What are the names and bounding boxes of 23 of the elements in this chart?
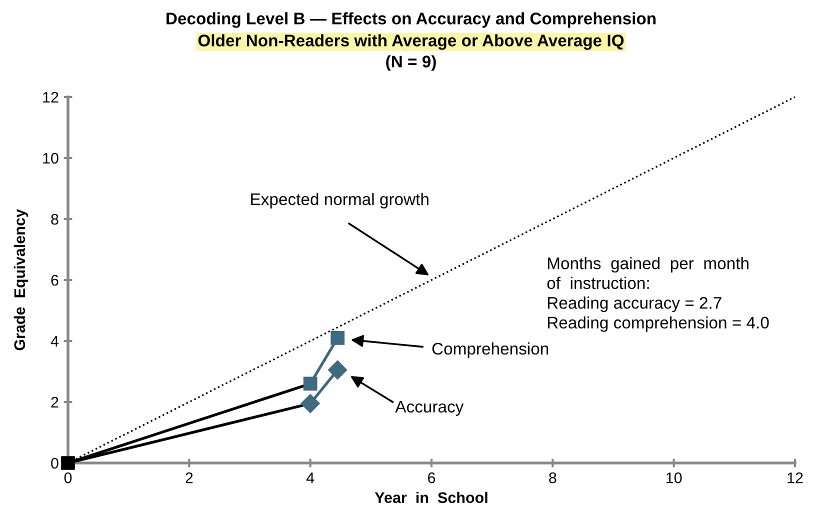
x-tick-label: 0 bbox=[64, 472, 72, 484]
x-tick-label: 12 bbox=[788, 472, 803, 484]
x-axis-title: Year in School bbox=[374, 492, 488, 504]
chart-subtitle: Older Non-Readers with Average or Above Average IQ bbox=[198, 34, 624, 50]
y-tick-label: 0 bbox=[51, 458, 58, 469]
x-tick-label: 2 bbox=[186, 472, 193, 484]
annotation: Months gained per month of instruction: Reading accuracy = 2.7 Reading comprehension = 4.0 bbox=[547, 257, 769, 332]
y-tick-label: 8 bbox=[51, 214, 58, 225]
annotation: Comprehension bbox=[432, 342, 548, 358]
y-tick-label: 2 bbox=[51, 396, 58, 408]
y-tick-label: 10 bbox=[43, 152, 58, 164]
text: (N = 9) bbox=[386, 55, 436, 71]
x-tick-label: 4 bbox=[306, 472, 314, 484]
annotation: Expected normal growth bbox=[251, 192, 428, 208]
x-tick-label: 10 bbox=[666, 472, 682, 484]
y-tick-label: 6 bbox=[51, 274, 58, 286]
x-tick-label: 8 bbox=[549, 472, 556, 484]
y-axis-title: Grade Equivalency bbox=[14, 209, 28, 350]
annotation: Accuracy bbox=[395, 400, 464, 416]
chart-title: Decoding Level B — Effects on Accuracy and Comprehension bbox=[166, 12, 656, 28]
y-tick-label: 4 bbox=[50, 336, 59, 347]
y-tick-label: 12 bbox=[43, 92, 58, 103]
x-tick-label: 6 bbox=[428, 472, 436, 484]
